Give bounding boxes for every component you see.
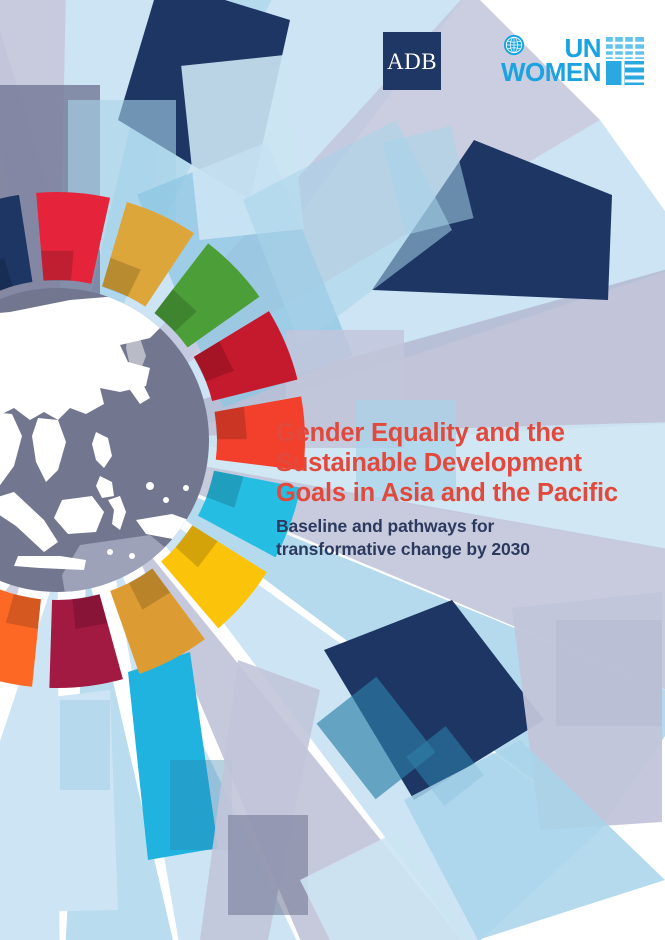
un-women-wordmark: UN WOMEN	[479, 33, 602, 87]
sdg-ring-segment-shade	[102, 257, 141, 297]
page-title: Gender Equality and the Sustainable Deve…	[276, 418, 646, 508]
un-women-line-2: WOMEN	[500, 57, 602, 87]
sdg-ring-segment	[36, 192, 111, 284]
sdg-ring-segment	[161, 525, 267, 629]
title-line-2: Sustainable Development	[276, 449, 582, 477]
title-line-3: Goals in Asia and the Pacific	[276, 479, 618, 507]
sdg-ring-segment-shade	[41, 250, 74, 281]
sdg-ring-segment	[154, 243, 260, 348]
sdg-ring-segment-shade	[193, 341, 234, 382]
sdg-ring-segment	[110, 568, 205, 674]
sdg-ring-segment	[0, 194, 33, 291]
sdg-ring-segment-shade	[175, 525, 218, 568]
sdg-ring-segment	[197, 470, 301, 558]
sdg-ring-segment	[0, 589, 41, 687]
sdg-ring-segment-shade	[214, 406, 247, 440]
title-line-1: Gender Equality and the	[276, 419, 565, 447]
sdg-ring-segment	[102, 202, 194, 307]
sdg-ring-segment-shade	[206, 470, 244, 508]
logo-row: ADB UN WOMEN	[383, 30, 645, 92]
sdg-ring-segment	[49, 594, 123, 688]
adb-logo-text: ADB	[386, 48, 438, 74]
un-women-line-1: UN	[564, 33, 601, 63]
subtitle-line-1: Baseline and pathways for	[276, 516, 495, 536]
sdg-ring-segment-shade	[5, 594, 41, 629]
page-subtitle: Baseline and pathways for transformative…	[276, 515, 646, 561]
sdg-ring-segment-shade	[128, 568, 171, 610]
sdg-ring-segment-shade	[154, 289, 197, 332]
title-block: Gender Equality and the Sustainable Deve…	[276, 418, 646, 561]
sdg-color-ring	[0, 192, 305, 688]
adb-logo: ADB	[383, 32, 441, 90]
un-emblem-icon	[503, 34, 525, 56]
sdg-ring-segment	[214, 396, 305, 471]
sdg-ring-segment	[193, 311, 298, 401]
un-women-logo: UN WOMEN	[479, 33, 645, 89]
asia-pacific-globe	[0, 288, 209, 592]
sdg-ring-segment-shade	[0, 257, 13, 292]
sdg-ring-segment-shade	[72, 594, 108, 630]
un-women-grid-icon	[606, 37, 644, 85]
subtitle-line-2: transformative change by 2030	[276, 539, 530, 559]
